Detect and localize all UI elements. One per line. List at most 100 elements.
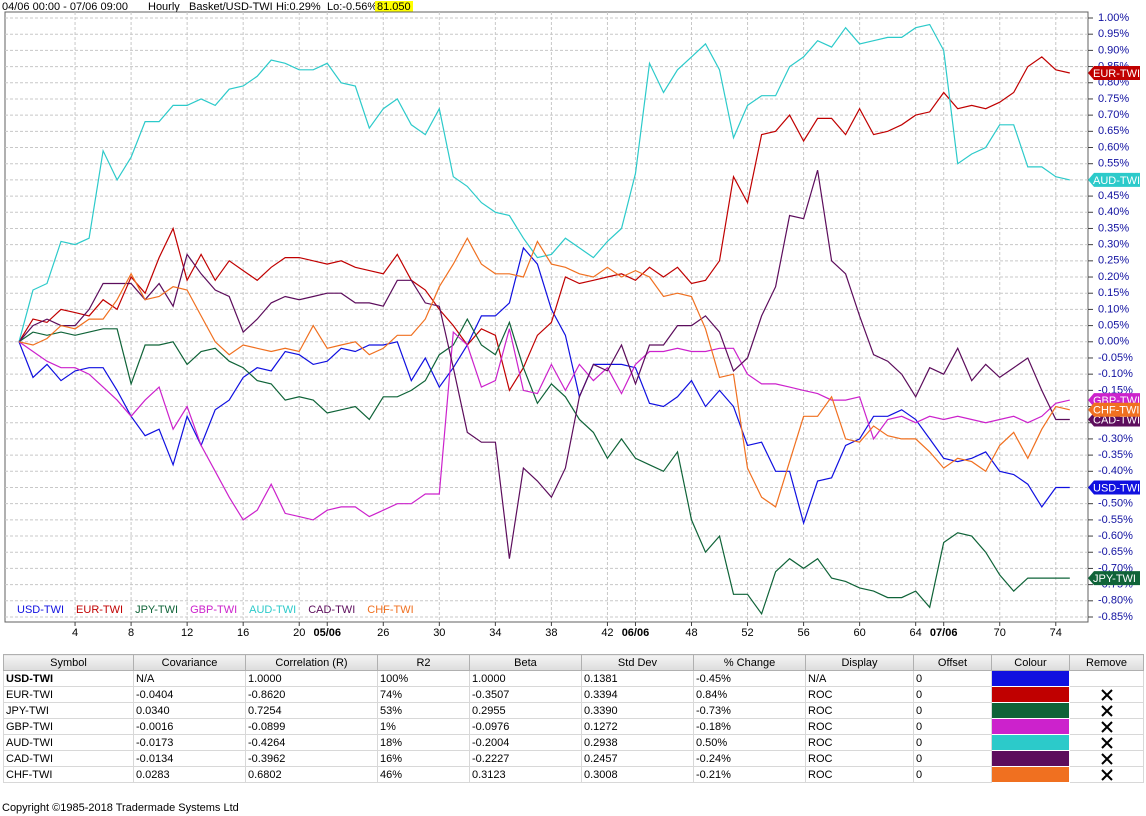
cell: 46%: [377, 766, 470, 783]
x-tick-label: 74: [1050, 627, 1062, 639]
cell: N/A: [805, 670, 914, 687]
low: Lo:-0.56%: [327, 1, 378, 13]
price: 81.050: [375, 1, 413, 13]
y-tick-label: 0.05%: [1098, 320, 1129, 332]
table-row: USD-TWI N/A 1.0000 100% 1.0000 0.1381 -0.45% N/…: [3, 670, 1144, 687]
remove-icon[interactable]: [1100, 752, 1113, 765]
cell: -0.0016: [133, 718, 246, 735]
cell: 0.3390: [581, 702, 694, 719]
cell: 53%: [377, 702, 470, 719]
x-tick-label: 4: [72, 627, 78, 639]
x-tick-label: 34: [489, 627, 501, 639]
cell: -0.0404: [133, 686, 246, 703]
remove-icon[interactable]: [1100, 720, 1113, 733]
table-row: JPY-TWI 0.0340 0.7254 53% 0.2955 0.3390 -0.73%…: [3, 702, 1144, 719]
y-tick-label: -0.05%: [1098, 352, 1133, 364]
x-tick-label: 20: [293, 627, 305, 639]
cell: -0.0134: [133, 750, 246, 767]
y-tick-label: 0.15%: [1098, 287, 1129, 299]
cell: 0: [913, 670, 992, 687]
remove-button[interactable]: [1069, 686, 1144, 703]
end-tag: [1088, 66, 1140, 81]
cell: 0.0283: [133, 766, 246, 783]
remove-icon[interactable]: [1100, 736, 1113, 749]
colour-swatch: [991, 686, 1070, 703]
cell: -0.0899: [245, 718, 378, 735]
y-tick-label: 0.35%: [1098, 222, 1129, 234]
cell: -0.0976: [469, 718, 582, 735]
cell: EUR-TWI: [3, 686, 134, 703]
y-tick-label: -0.85%: [1098, 611, 1133, 623]
remove-button[interactable]: [1069, 750, 1144, 767]
series-line: [18, 317, 1070, 616]
cell: -0.4264: [245, 734, 378, 751]
cell: ROC: [805, 766, 914, 783]
x-tick-label: 38: [545, 627, 557, 639]
remove-button[interactable]: [1069, 718, 1144, 735]
legend-entry: JPY-TWI: [135, 604, 178, 616]
y-tick-label: 0.30%: [1098, 239, 1129, 251]
cell: N/A: [133, 670, 246, 687]
table-row: CAD-TWI -0.0134 -0.3962 16% -0.2227 0.2457 -0.…: [3, 750, 1144, 767]
column-header: Std Dev: [581, 654, 694, 671]
remove-button[interactable]: [1069, 766, 1144, 783]
end-tag-label: CHF-TWI: [1093, 405, 1139, 417]
x-tick-label: 8: [128, 627, 134, 639]
y-tick-label: 1.00%: [1098, 12, 1129, 24]
remove-button[interactable]: [1069, 734, 1144, 751]
column-header: Beta: [469, 654, 582, 671]
remove-button[interactable]: [1069, 702, 1144, 719]
table-row: AUD-TWI -0.0173 -0.4264 18% -0.2004 0.2938 0.5…: [3, 734, 1144, 751]
column-header: Covariance: [133, 654, 246, 671]
x-tick-label: 64: [910, 627, 922, 639]
cell: 0.3394: [581, 686, 694, 703]
cell: -0.3962: [245, 750, 378, 767]
cell: 0.84%: [693, 686, 806, 703]
table-row: GBP-TWI -0.0016 -0.0899 1% -0.0976 0.1272 -0.1…: [3, 718, 1144, 735]
interval: Hourly: [148, 1, 180, 13]
remove-icon[interactable]: [1100, 768, 1113, 781]
cell: 0: [913, 750, 992, 767]
end-tag: [1088, 571, 1140, 586]
cell: 0.2457: [581, 750, 694, 767]
legend-entry: CHF-TWI: [367, 604, 413, 616]
cell: ROC: [805, 718, 914, 735]
cell: ROC: [805, 734, 914, 751]
cell: 0: [913, 702, 992, 719]
cell: GBP-TWI: [3, 718, 134, 735]
y-tick-label: 0.55%: [1098, 158, 1129, 170]
cell: -0.0173: [133, 734, 246, 751]
cell: CHF-TWI: [3, 766, 134, 783]
y-tick-label: 0.75%: [1098, 93, 1129, 105]
cell: 0.2938: [581, 734, 694, 751]
y-tick-label: -0.80%: [1098, 595, 1133, 607]
column-header: Remove: [1069, 654, 1144, 671]
column-header: R2: [377, 654, 470, 671]
column-header: Offset: [913, 654, 992, 671]
end-tag-label: USD-TWI: [1093, 482, 1140, 494]
series-line: [18, 328, 1070, 521]
x-tick-label: 26: [377, 627, 389, 639]
x-tick-label: 06/06: [622, 627, 650, 639]
cell: 0.7254: [245, 702, 378, 719]
series-line: [18, 246, 1070, 526]
y-tick-label: -0.40%: [1098, 465, 1133, 477]
y-tick-label: -0.35%: [1098, 449, 1133, 461]
series-line: [18, 56, 1070, 392]
cell: 100%: [377, 670, 470, 687]
cell: -0.73%: [693, 702, 806, 719]
colour-swatch: [991, 670, 1070, 687]
x-tick-label: 60: [854, 627, 866, 639]
x-tick-label: 05/06: [313, 627, 341, 639]
cell: 0.3008: [581, 766, 694, 783]
colour-swatch: [991, 766, 1070, 783]
y-tick-label: -0.30%: [1098, 433, 1133, 445]
remove-icon[interactable]: [1100, 704, 1113, 717]
column-header: Correlation (R): [245, 654, 378, 671]
legend-entry: AUD-TWI: [249, 604, 296, 616]
y-tick-label: 0.70%: [1098, 109, 1129, 121]
remove-icon[interactable]: [1100, 688, 1113, 701]
cell: -0.24%: [693, 750, 806, 767]
cell: 1.0000: [469, 670, 582, 687]
